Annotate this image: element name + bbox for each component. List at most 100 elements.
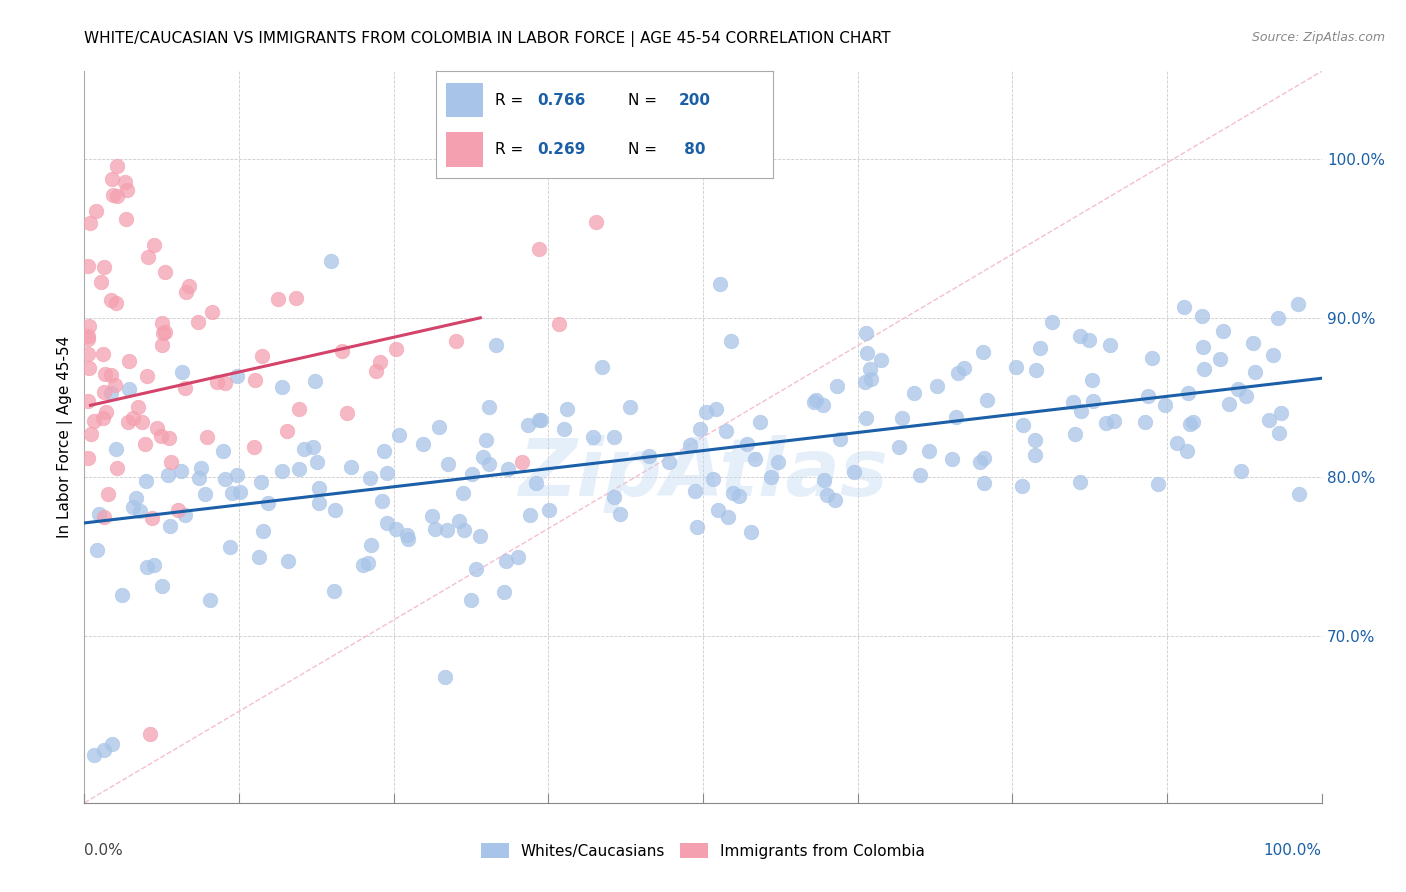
Y-axis label: In Labor Force | Age 45-54: In Labor Force | Age 45-54: [58, 336, 73, 538]
Point: [1230, 464, 1253, 478]
Point: [619, 401, 641, 415]
Point: [1175, 443, 1198, 458]
Point: [1173, 300, 1195, 314]
Point: [918, 444, 941, 458]
Text: 0.766: 0.766: [537, 93, 585, 108]
Point: [1147, 476, 1170, 491]
Point: [529, 144, 551, 158]
Point: [252, 524, 274, 539]
Point: [855, 326, 877, 340]
Point: [136, 368, 159, 383]
Point: [136, 250, 159, 264]
Point: [1209, 352, 1232, 367]
Point: [166, 503, 188, 517]
Point: [308, 496, 330, 510]
Point: [177, 279, 200, 293]
Point: [190, 461, 212, 475]
Point: [602, 491, 624, 505]
Point: [93, 385, 115, 400]
Point: [842, 465, 865, 479]
Point: [825, 378, 848, 392]
Point: [211, 444, 233, 458]
Point: [740, 524, 762, 539]
Point: [1226, 382, 1249, 396]
Point: [157, 467, 180, 482]
Point: [903, 385, 925, 400]
Point: [142, 558, 165, 572]
Point: [709, 277, 731, 292]
Point: [77, 347, 100, 361]
Point: [451, 486, 474, 500]
Point: [420, 509, 443, 524]
Point: [1212, 324, 1234, 338]
Point: [941, 452, 963, 467]
Point: [811, 399, 834, 413]
Point: [910, 467, 932, 482]
Point: [478, 458, 501, 472]
Point: [475, 434, 498, 448]
Point: [516, 418, 538, 433]
Point: [79, 216, 101, 230]
Point: [1012, 418, 1035, 433]
Point: [173, 508, 195, 522]
Point: [1080, 373, 1102, 387]
Point: [1094, 416, 1116, 430]
Point: [1218, 397, 1240, 411]
Point: [105, 159, 128, 173]
Point: [352, 558, 374, 573]
Point: [707, 502, 730, 516]
Point: [828, 432, 851, 446]
Point: [93, 510, 115, 524]
Point: [973, 450, 995, 465]
Point: [115, 211, 138, 226]
Point: [1029, 341, 1052, 355]
Text: N =: N =: [628, 93, 662, 108]
Point: [257, 496, 280, 510]
Point: [1267, 310, 1289, 325]
Point: [423, 522, 446, 536]
Point: [603, 429, 626, 443]
Point: [685, 483, 707, 498]
Point: [548, 317, 571, 331]
Point: [150, 337, 173, 351]
Text: Source: ZipAtlas.com: Source: ZipAtlas.com: [1251, 31, 1385, 45]
Legend: Whites/Caucasians, Immigrants from Colombia: Whites/Caucasians, Immigrants from Colom…: [475, 837, 931, 864]
Point: [388, 427, 411, 442]
Text: 100.0%: 100.0%: [1264, 843, 1322, 858]
Point: [444, 334, 467, 348]
Point: [860, 372, 883, 386]
Point: [806, 392, 828, 407]
Point: [157, 431, 180, 445]
Point: [105, 189, 128, 203]
Point: [160, 455, 183, 469]
Point: [285, 291, 308, 305]
Point: [103, 378, 125, 392]
Point: [530, 412, 553, 426]
Point: [1234, 389, 1257, 403]
Point: [100, 368, 122, 382]
Point: [100, 293, 122, 308]
Point: [141, 511, 163, 525]
Bar: [446, 83, 484, 118]
Point: [478, 400, 501, 414]
Point: [100, 386, 122, 401]
Point: [1166, 436, 1188, 450]
Point: [1192, 340, 1215, 354]
Point: [77, 394, 100, 409]
Point: [436, 523, 458, 537]
Point: [1011, 479, 1033, 493]
Point: [270, 380, 292, 394]
Point: [287, 401, 309, 416]
Point: [453, 523, 475, 537]
Point: [803, 394, 825, 409]
Point: [1270, 406, 1292, 420]
Point: [1040, 315, 1063, 329]
Point: [1024, 448, 1046, 462]
Point: [93, 260, 115, 274]
Point: [855, 410, 877, 425]
Point: [853, 376, 876, 390]
Point: [93, 743, 115, 757]
Point: [90, 275, 112, 289]
Point: [508, 550, 530, 565]
Point: [434, 669, 457, 683]
